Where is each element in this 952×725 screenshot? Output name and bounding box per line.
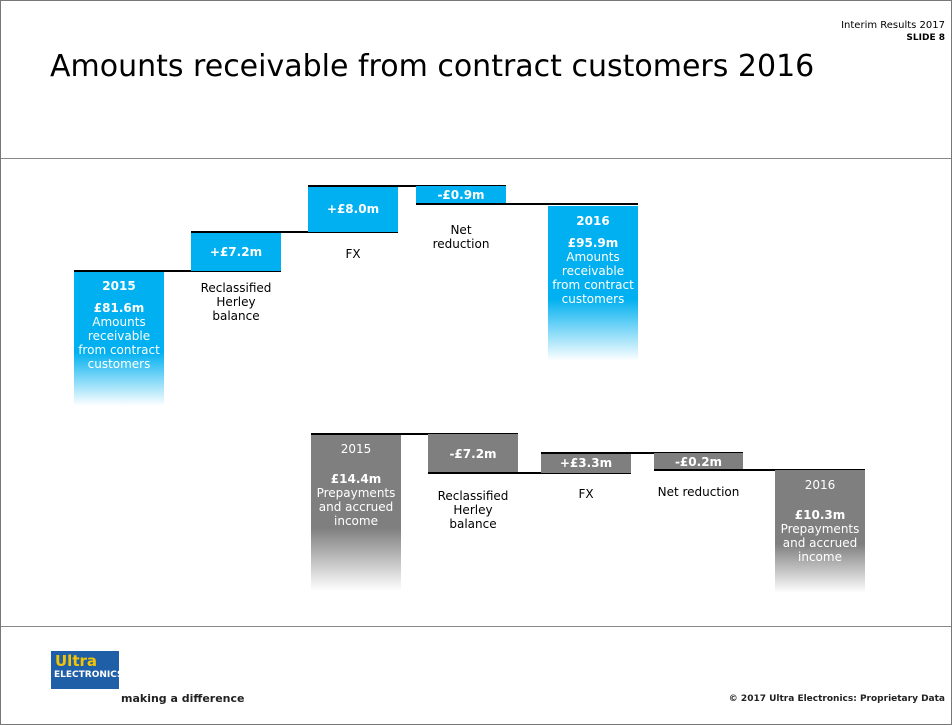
connector-line xyxy=(541,452,743,454)
total-bar: 2016 £10.3m Prepayments and accrued income xyxy=(775,470,865,593)
connector-line xyxy=(428,472,631,474)
slide-meta: Interim Results 2017 SLIDE 8 xyxy=(841,19,945,45)
logo-bottom: ELECTRONICS xyxy=(54,670,124,680)
connector-line xyxy=(191,231,398,233)
connector-line xyxy=(308,185,506,187)
connector-line xyxy=(654,469,865,471)
change-bar: -£7.2m xyxy=(428,434,518,473)
step-caption: Reclassified Herley balance xyxy=(200,281,272,323)
change-bar: -£0.2m xyxy=(654,453,743,470)
bar-value: £14.4m xyxy=(330,472,382,486)
copyright: © 2017 Ultra Electronics: Proprietary Da… xyxy=(728,694,945,704)
header-rule xyxy=(1,158,951,159)
bar-value: +£7.2m xyxy=(209,244,263,259)
tagline: making a difference xyxy=(121,692,245,705)
bar-value: -£7.2m xyxy=(449,446,497,461)
logo: Ultra ELECTRONICS xyxy=(51,651,124,689)
step-caption: Reclassified Herley balance xyxy=(437,489,509,531)
event: Interim Results 2017 xyxy=(841,20,945,31)
bar-caption: Prepayments and accrued income xyxy=(780,522,860,564)
bar-value: -£0.9m xyxy=(437,188,485,202)
total-bar: 2016 £95.9m Amounts receivable from contra… xyxy=(548,206,638,361)
footer-rule xyxy=(1,626,951,627)
bar-value: +£8.0m xyxy=(326,202,380,216)
change-bar: +£3.3m xyxy=(541,453,631,473)
bar-label: 2015 xyxy=(340,442,372,456)
bar-value: £10.3m xyxy=(794,508,846,522)
bar-label: 2016 xyxy=(804,478,836,492)
change-bar: +£8.0m xyxy=(308,186,398,232)
slide-number: SLIDE 8 xyxy=(906,33,945,43)
bar-value: £95.9m xyxy=(567,236,619,250)
change-bar: +£7.2m xyxy=(191,232,281,271)
bar-label: 2015 xyxy=(102,279,136,293)
change-bar: -£0.9m xyxy=(416,186,506,204)
bar-value: -£0.2m xyxy=(674,454,723,469)
bar-label: 2016 xyxy=(576,214,610,228)
bar-value: +£3.3m xyxy=(559,456,613,470)
step-caption: Net reduction xyxy=(657,485,740,499)
total-bar: 2015 £14.4m Prepayments and accrued income xyxy=(311,434,401,591)
bar-caption: Prepayments and accrued income xyxy=(316,486,396,528)
connector-line xyxy=(311,433,518,435)
step-caption: FX xyxy=(578,487,594,501)
title: Amounts receivable from contract custome… xyxy=(50,49,815,84)
connector-line xyxy=(416,203,638,205)
step-caption: FX xyxy=(345,247,361,261)
bar-caption: Amounts receivable from contract custome… xyxy=(552,250,634,306)
connector-line xyxy=(74,270,281,272)
bar-value: £81.6m xyxy=(93,301,145,315)
logo-top: Ultra xyxy=(55,652,98,670)
step-caption: Net reduction xyxy=(432,223,490,251)
bar-caption: Amounts receivable from contract custome… xyxy=(78,315,160,371)
total-bar: 2015 £81.6m Amounts receivable from contra… xyxy=(74,271,164,406)
